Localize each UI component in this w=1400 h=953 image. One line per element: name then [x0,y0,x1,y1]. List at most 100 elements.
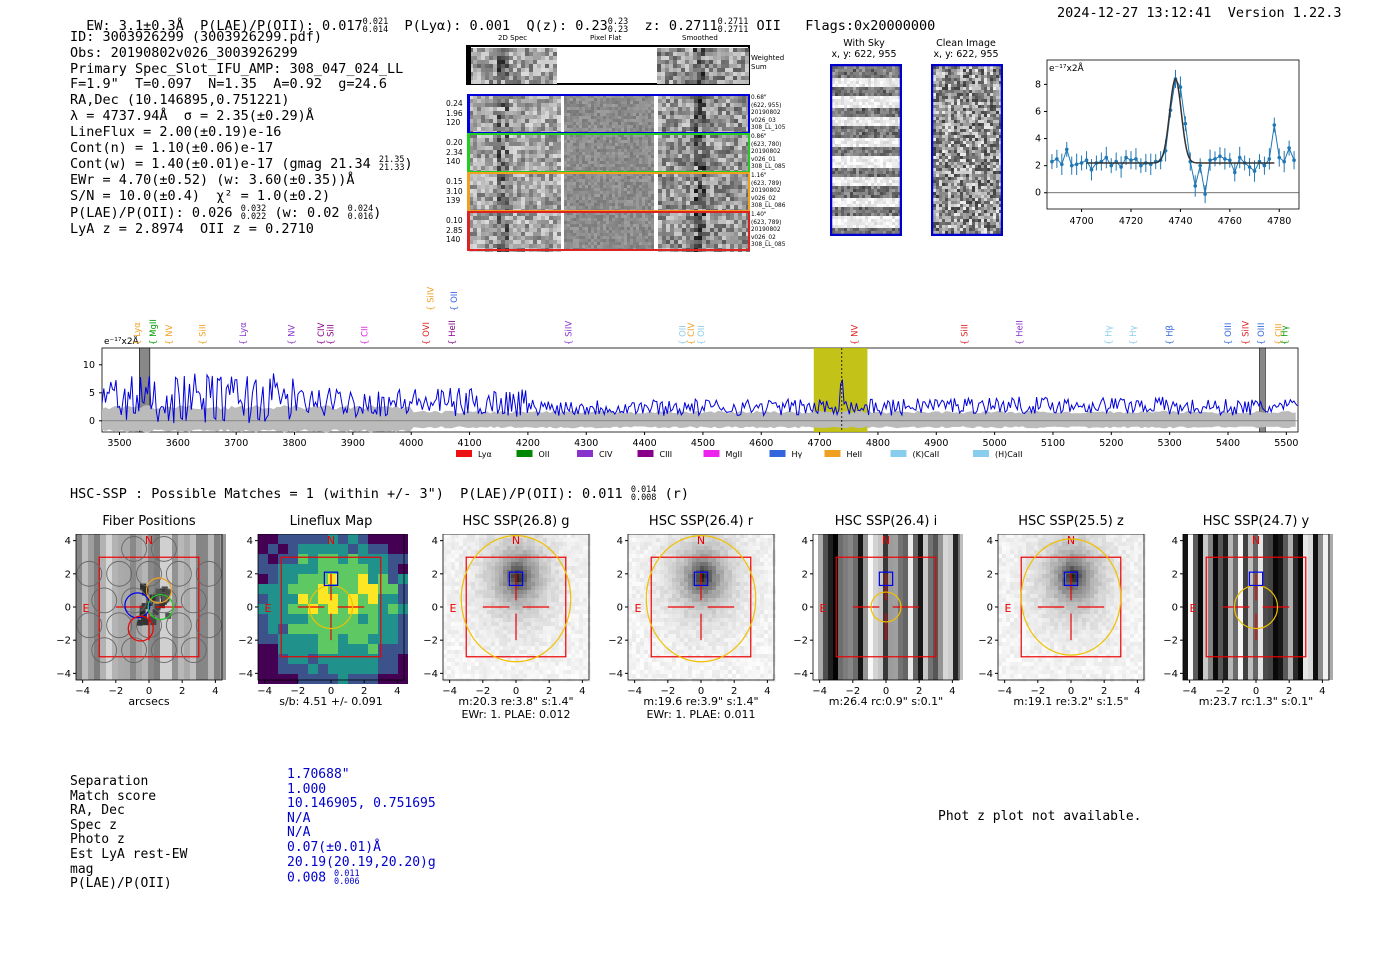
y-tick-label: 2 [987,569,993,580]
data-point [1277,155,1282,160]
x-tick-label: 3500 [107,438,131,449]
col-smoothed: Smoothed [682,34,718,42]
x-tick-label: 0 [328,686,334,697]
data-point [1237,155,1242,160]
separator [654,134,658,171]
legend-label: MgII [726,450,743,459]
data-point [1084,158,1089,163]
aperture-box [835,556,937,658]
hsc-panel-caption: m:23.7 rc:1.3" s:0.1" [1198,695,1314,708]
fiber-third [145,577,172,604]
emission-line-name: { SiII [327,324,337,345]
info-obs: Obs: 20190802v026_3003926299 [70,44,298,61]
y-tick-label: 2 [1172,569,1178,580]
x-tick-label: 2 [1286,686,1292,697]
match-label: RA, Dec [70,803,125,819]
cutout-row-edge [467,212,470,250]
x-tick-label: 4 [1134,686,1140,697]
hsc-cutout-image: N E −4 −2 0 2 4 4 2 0 −2 −4 [1163,534,1333,697]
header-right: 2024-12-27 13:12:41 Version 1.22.3 [1057,5,1342,21]
emission-line-label: { CII [361,326,371,345]
north-label: N [1252,534,1260,547]
y-tick-label: −4 [978,669,993,680]
header-version: Version 1.22.3 [1227,5,1342,21]
y-tick-label: 2 [247,569,253,580]
hsc-cutout-image: N E −4 −2 0 2 4 4 2 0 −2 −4 [238,534,408,697]
header-plae: P(LAE)/P(OII): 0.017 [200,18,363,34]
y-tick-label: 10 [83,360,95,371]
y-tick-label: 8 [1035,79,1041,90]
galaxy-ellipse [460,535,572,663]
east-label: E [264,602,271,615]
x-tick-label: 4600 [749,438,773,449]
match-values: 1.70688" 1.000 10.146905, 0.751695 N/A N/A 0.… [287,767,436,886]
y-tick-label: −2 [1163,636,1178,647]
x-tick-label: 3900 [341,438,365,449]
separator [654,95,658,132]
match-value: 20.19(20.19,20.20)g [287,854,436,870]
east-label: E [1004,602,1011,615]
emission-line-name: { OIII [1224,323,1234,345]
x-tick-label: 4780 [1267,216,1291,227]
east-label: E [1189,602,1196,615]
aperture-box [1020,556,1122,658]
separator [654,173,658,210]
x-tick-label: 4000 [399,438,423,449]
fiber-fourth [127,615,154,642]
separator [561,95,564,132]
y-tick-label: 2 [617,569,623,580]
with-sky-image [830,64,902,236]
noise-block [658,95,750,135]
emission-line-name: { SiIV [426,287,436,311]
masked-region [1259,347,1266,433]
data-point [1203,192,1207,196]
x-tick-label: 5200 [1099,438,1123,449]
legend-label: (H)CaII [995,450,1022,459]
spectrum-ylabel: e⁻¹⁷x2Å [104,335,140,347]
x-tick-label: 4 [764,686,770,697]
info-contw: Cont(w) = 1.40(±0.01)e-17 (gmag 21.34 21… [70,155,413,174]
emission-line-label: { MgII [149,319,159,345]
y-tick-label: 4 [802,536,808,547]
data-point [1208,158,1212,163]
x-tick-label: 4200 [516,438,540,449]
counterpart-box [1248,571,1264,587]
x-tick-label: −4 [442,686,457,697]
legend-swatch [824,450,841,457]
emission-line-label: { SiIV [565,321,575,345]
x-tick-label: −2 [108,686,123,697]
full-spectrum-chart: 3500 3600 3700 3800 3900 4000 4100 4200 4300 4400… [83,287,1299,459]
fiber-circle [151,536,177,562]
photz-note: Phot z plot not available. [938,809,1142,824]
counterpart-box [878,571,894,587]
cutout-row-left-label: 0.20 2.34 140 [446,138,463,166]
x-tick-label: 4 [579,686,585,697]
emission-line-label: { Hγ [1281,325,1291,345]
aperture-box [650,556,752,658]
emission-line-name: { SiII [198,324,208,345]
emission-line-name: { OIII [1257,323,1267,345]
emission-line-name: { OII [450,291,460,311]
x-tick-label: 4 [1319,686,1325,697]
x-tick-label: −2 [1030,686,1045,697]
data-point [1193,184,1198,188]
emission-line-label: { Lyα [239,322,249,345]
data-point [1272,123,1277,127]
noise-block [564,212,657,251]
image-frame [931,64,1003,236]
x-tick-label: 4760 [1218,216,1242,227]
data-point [1074,162,1079,167]
y-tick-label: 2 [65,569,71,580]
x-tick-label: 5100 [1041,438,1065,449]
x-tick-label: 3700 [224,438,248,449]
match-value: 1.70688" [287,767,350,782]
hsc-panel-title: Fiber Positions [102,514,196,529]
emission-line-name: { MgII [149,319,159,345]
with-sky-title: With Sky x, y: 622, 955 [831,38,897,60]
emission-line-label: { OII [450,291,460,311]
data-point [1183,121,1188,126]
data-point [1218,154,1222,158]
east-label: E [634,602,641,615]
fiber-circle [121,637,147,664]
emission-line-label: { OIII [1257,323,1267,345]
